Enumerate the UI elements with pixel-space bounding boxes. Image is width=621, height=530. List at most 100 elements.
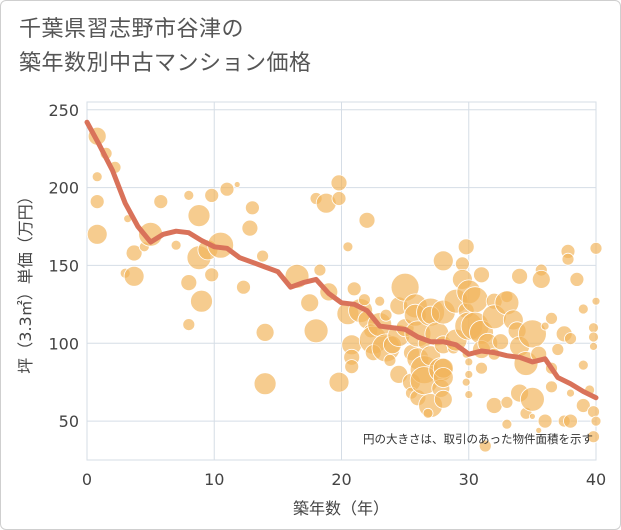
bubble-145: [577, 303, 589, 315]
x-tick-label-0: 0: [82, 470, 92, 489]
bubble-151: [589, 341, 598, 351]
bubble-127: [520, 386, 545, 412]
bubble-91: [454, 256, 470, 272]
x-tick-label-3: 30: [459, 470, 479, 489]
bubble-146: [577, 359, 589, 371]
bubble-149: [588, 322, 599, 334]
bubble-100: [464, 369, 474, 379]
x-tick-label-4: 40: [586, 470, 606, 489]
bubble-102: [461, 286, 489, 314]
bubble-24: [233, 181, 241, 188]
bubble-series: [86, 126, 603, 453]
bubble-size-note: 円の大きさは、取引のあった物件面積を示す: [363, 432, 593, 446]
bubble-144: [569, 271, 585, 287]
bubble-49: [358, 211, 376, 229]
y-tick-label-4: 250: [48, 101, 79, 120]
y-tick-labels: 50 100 150 200 250: [48, 101, 79, 431]
bubble-86: [432, 367, 454, 388]
y-tick-label-1: 100: [48, 334, 79, 353]
bubble-53: [374, 295, 386, 307]
bubble-26: [241, 219, 259, 237]
y-tick-label-2: 150: [48, 256, 79, 275]
bubble-159: [422, 407, 434, 419]
bubble-156: [590, 415, 602, 427]
bubble-141: [561, 252, 575, 266]
x-tick-label-2: 20: [331, 470, 351, 489]
bubble-11: [153, 194, 169, 210]
bubble-44: [344, 359, 360, 375]
x-axis-title: 築年数（年）: [293, 499, 389, 518]
bubble-154: [589, 241, 603, 255]
bubble-47: [357, 293, 371, 307]
x-tick-label-1: 10: [204, 470, 224, 489]
bubble-38: [330, 174, 348, 192]
bubble-128: [529, 412, 536, 420]
bubble-30: [253, 372, 277, 396]
bubble-5: [86, 223, 108, 245]
bubble-130: [535, 426, 543, 434]
bubble-96: [461, 377, 471, 387]
bubble-39: [331, 191, 347, 206]
bubble-117: [500, 395, 514, 409]
y-axis-title: 坪（3.3㎡）単価（万円）: [16, 188, 35, 373]
bubble-99: [464, 357, 474, 367]
bubble-16: [187, 204, 211, 228]
y-tick-label-3: 200: [48, 179, 79, 198]
bubble-153: [587, 430, 600, 444]
bubble-126: [518, 319, 547, 349]
bubble-133: [537, 413, 553, 429]
bubble-35: [313, 263, 327, 277]
bubble-8: [125, 244, 143, 262]
bubble-13: [183, 189, 195, 201]
bubble-143: [563, 413, 578, 429]
bubble-93: [457, 238, 475, 256]
bubble-25: [236, 279, 251, 295]
bubble-104: [473, 266, 490, 284]
bubble-28: [256, 249, 270, 263]
x-tick-labels: 0 10 20 30 40: [82, 470, 606, 489]
bubble-20: [204, 267, 220, 283]
bubble-34: [303, 318, 329, 344]
chart-title-line1: 千葉県習志野市谷津の: [19, 17, 245, 42]
bubble-23: [219, 181, 235, 197]
bubble-29: [255, 322, 275, 342]
bubble-136: [545, 380, 558, 394]
bubble-107: [475, 361, 488, 375]
bubble-40: [328, 371, 350, 393]
bubble-32: [300, 293, 320, 313]
bubble-3: [91, 171, 103, 183]
bubble-118: [501, 418, 513, 430]
bubble-137: [551, 343, 565, 356]
bubble-82: [432, 250, 454, 272]
bubble-121: [511, 267, 528, 285]
bubble-158: [540, 321, 550, 331]
bubble-150: [588, 331, 599, 343]
bubble-15: [182, 318, 196, 332]
chart-title-line2: 築年数別中古マンション価格: [19, 51, 312, 76]
bubble-142: [564, 332, 577, 346]
bubble-147: [575, 398, 591, 413]
trend-line: [84, 119, 599, 401]
bubble-56: [379, 308, 393, 322]
bubble-21: [204, 187, 220, 203]
bubble-4: [89, 194, 105, 210]
bubble-57: [383, 353, 397, 367]
chart-title: 千葉県習志野市谷津の 築年数別中古マンション価格: [19, 13, 312, 81]
bubble-18: [190, 289, 213, 313]
bubble-157: [566, 388, 575, 398]
bubble-108: [478, 439, 492, 453]
bubble-160: [342, 241, 354, 253]
bubble-132: [531, 269, 551, 289]
bubble-113: [485, 397, 503, 414]
bubble-152: [587, 405, 600, 419]
bubble-27: [244, 200, 260, 216]
bubble-134: [545, 311, 558, 325]
bubble-7: [123, 265, 145, 287]
bubble-12: [170, 239, 182, 251]
bubble-114: [492, 333, 510, 351]
bubble-45: [346, 281, 362, 297]
y-tick-label-0: 50: [59, 412, 79, 431]
bubble-14: [180, 274, 198, 292]
bubble-87: [433, 389, 453, 409]
